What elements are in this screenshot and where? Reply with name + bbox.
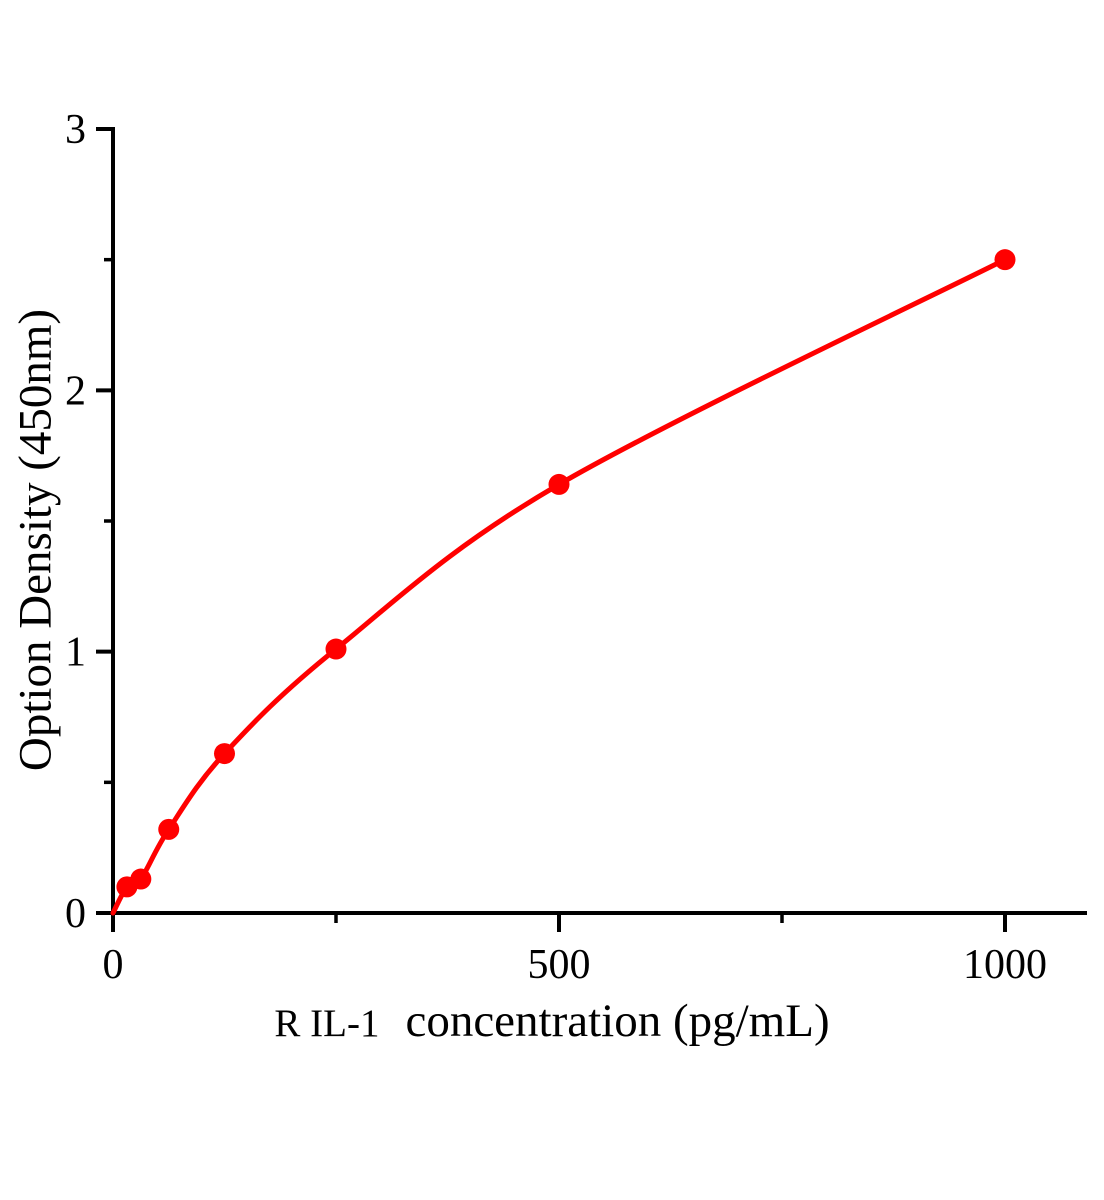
y-tick-label: 1 bbox=[65, 630, 86, 676]
data-point-marker bbox=[158, 818, 180, 840]
data-point-marker bbox=[548, 473, 570, 495]
x-axis-title: R IL-1 concentration (pg/mL) bbox=[0, 998, 1104, 1045]
y-axis-title: Option Density (450nm) bbox=[9, 308, 62, 772]
y-tick-label: 3 bbox=[65, 107, 86, 153]
data-point-marker bbox=[994, 249, 1016, 271]
x-tick-label: 0 bbox=[103, 942, 124, 988]
x-axis-title-text: concentration (pg/mL) bbox=[405, 995, 830, 1047]
data-point-marker bbox=[130, 868, 152, 890]
y-axis-title-text: Option Density (450nm) bbox=[9, 308, 62, 772]
x-tick-label: 1000 bbox=[963, 942, 1047, 988]
x-tick-label: 500 bbox=[528, 942, 591, 988]
y-tick-label: 2 bbox=[65, 368, 86, 414]
x-axis-title-prefix: R IL-1 bbox=[274, 1002, 380, 1045]
data-point-marker bbox=[214, 743, 235, 765]
standard-curve-line bbox=[110, 257, 1008, 916]
data-point-marker bbox=[325, 638, 347, 660]
y-tick-label: 0 bbox=[65, 891, 86, 937]
